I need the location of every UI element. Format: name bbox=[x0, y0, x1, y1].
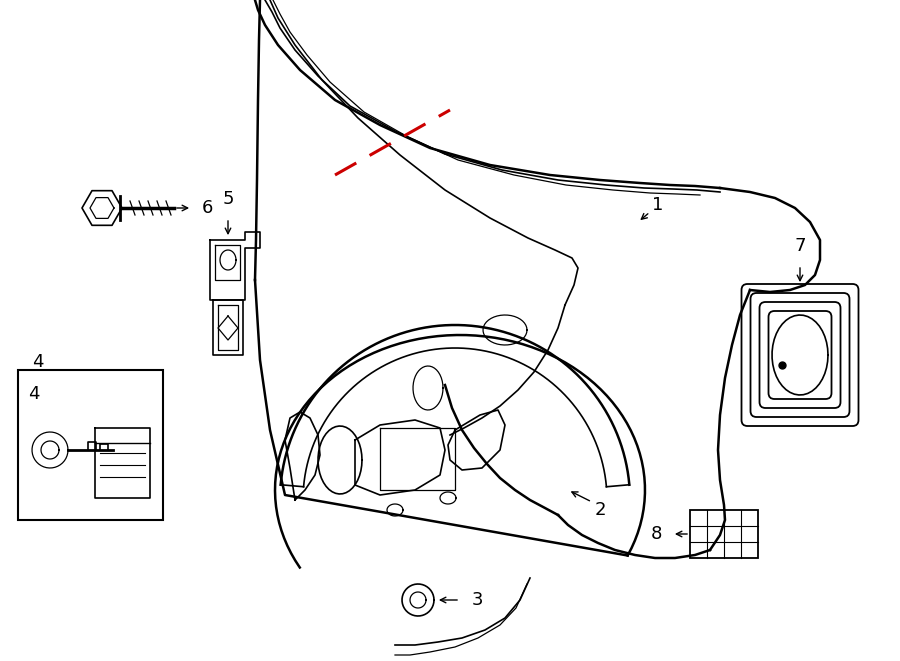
Bar bbox=[690, 510, 758, 558]
FancyBboxPatch shape bbox=[769, 311, 832, 399]
FancyBboxPatch shape bbox=[751, 293, 850, 417]
Text: 2: 2 bbox=[594, 501, 606, 519]
Text: 4: 4 bbox=[28, 385, 40, 403]
FancyBboxPatch shape bbox=[742, 284, 859, 426]
Text: 4: 4 bbox=[32, 353, 44, 371]
Text: 5: 5 bbox=[222, 190, 234, 208]
Text: 8: 8 bbox=[651, 525, 662, 543]
Text: 6: 6 bbox=[202, 199, 213, 217]
Bar bbox=[18, 370, 163, 520]
FancyBboxPatch shape bbox=[760, 302, 841, 408]
Text: 3: 3 bbox=[472, 591, 483, 609]
Text: 1: 1 bbox=[652, 196, 663, 214]
Text: 7: 7 bbox=[794, 237, 806, 255]
